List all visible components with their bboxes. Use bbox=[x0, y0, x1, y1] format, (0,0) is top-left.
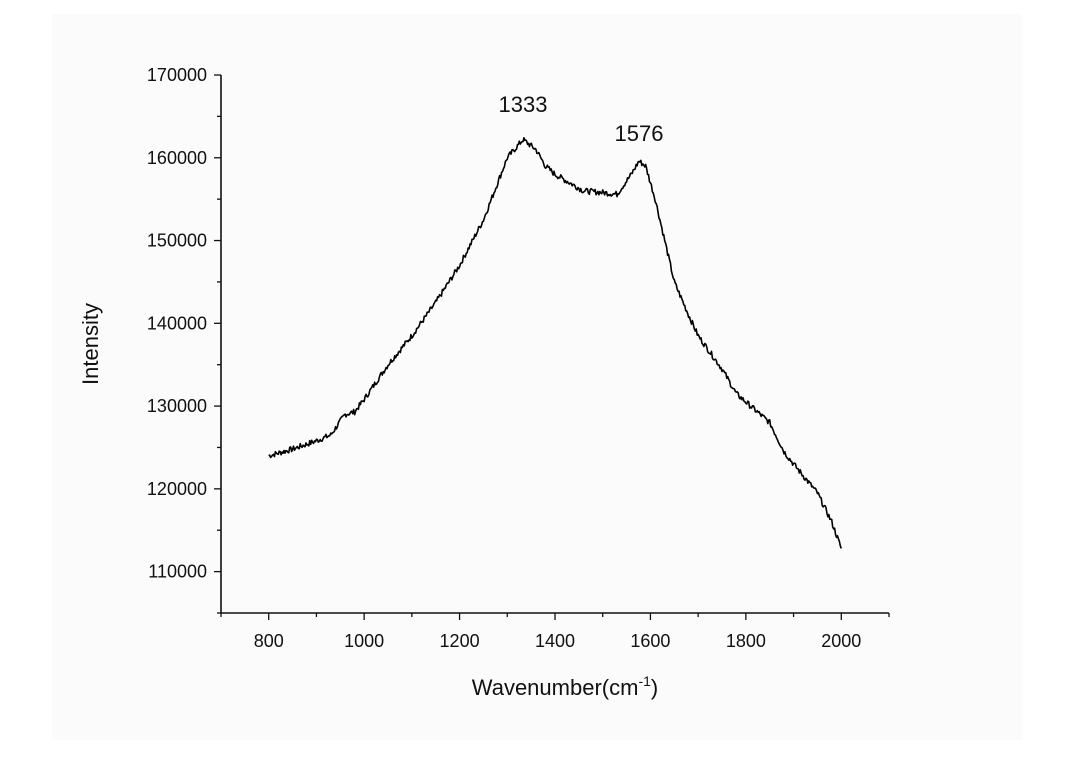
peak-label: 1333 bbox=[499, 92, 548, 117]
y-tick-label: 150000 bbox=[147, 231, 207, 251]
y-tick-label: 160000 bbox=[147, 148, 207, 168]
axes bbox=[220, 75, 889, 614]
series-layer bbox=[268, 137, 843, 549]
x-axis-title: Wavenumber(cm-1) bbox=[472, 673, 658, 700]
chart-background bbox=[52, 14, 1022, 740]
x-tick-label: 1800 bbox=[726, 631, 766, 651]
y-tick-label: 110000 bbox=[148, 562, 207, 582]
y-tick-label: 140000 bbox=[147, 313, 207, 333]
x-tick-label: 1600 bbox=[630, 631, 670, 651]
x-tick-label: 2000 bbox=[821, 631, 861, 651]
annotations: Wavenumber(cm-1) Intensity 1333 1576 bbox=[78, 92, 663, 700]
y-axis-title: Intensity bbox=[78, 303, 103, 385]
x-tick-label: 1400 bbox=[535, 631, 575, 651]
x-tick-label: 800 bbox=[254, 631, 284, 651]
spectrum-line bbox=[268, 137, 843, 549]
y-tick-label: 170000 bbox=[147, 65, 207, 85]
ticks: 800 1000 1200 1400 1600 1800 2000 110000 120000 1… bbox=[147, 65, 890, 651]
x-tick-label: 1000 bbox=[344, 631, 384, 651]
peak-label: 1576 bbox=[615, 121, 664, 146]
y-tick-label: 120000 bbox=[147, 479, 207, 499]
x-tick-label: 1200 bbox=[440, 631, 480, 651]
y-tick-label: 130000 bbox=[147, 396, 207, 416]
